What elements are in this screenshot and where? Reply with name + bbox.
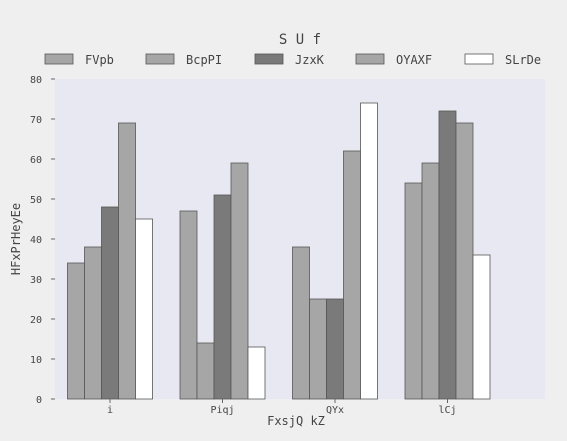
bar-JzxK-QYx xyxy=(326,298,344,400)
bar-FVpb-lCj xyxy=(404,182,423,400)
bar-OYAXF-lCj xyxy=(455,122,474,400)
bar-BcpPI-QYx xyxy=(309,298,327,400)
legend-swatch xyxy=(145,53,175,65)
bar-OYAXF-i xyxy=(118,122,136,400)
legend-swatch xyxy=(254,53,284,65)
legend-swatch xyxy=(355,53,385,65)
bar-SLrDe-QYx xyxy=(360,102,378,400)
y-tick-label: 50 xyxy=(30,195,42,206)
x-axis-label: FxsjQ kZ xyxy=(267,414,325,428)
y-tick-label: 60 xyxy=(30,155,42,166)
y-tick-label: 30 xyxy=(30,275,42,286)
chart-title: S U f xyxy=(279,32,321,48)
legend-swatch xyxy=(464,53,494,65)
x-tick-label: Piqj xyxy=(210,405,234,416)
bar-JzxK-lCj xyxy=(438,110,457,400)
bar-SLrDe-lCj xyxy=(472,254,491,400)
legend: FVpb BcpPI JzxK OYAXF SLrDe xyxy=(44,53,541,67)
x-tick-label: i xyxy=(107,405,113,416)
legend-label: SLrDe xyxy=(505,53,541,67)
bar-BcpPI-i xyxy=(84,246,102,400)
y-tick-label: 80 xyxy=(30,75,42,86)
legend-swatch xyxy=(44,53,74,65)
y-tick-label: 10 xyxy=(30,355,42,366)
bar-FVpb-i xyxy=(67,262,85,400)
bar-SLrDe-i xyxy=(135,218,153,400)
bar-SLrDe-Piqj xyxy=(247,346,266,400)
bar-FVpb-QYx xyxy=(292,246,310,400)
legend-label: JzxK xyxy=(295,53,325,67)
x-tick-label: QYx xyxy=(326,405,344,416)
y-axis: 0 10 20 30 40 50 60 70 80 xyxy=(30,75,55,406)
legend-label: FVpb xyxy=(85,53,114,67)
bar-JzxK-i xyxy=(101,206,119,400)
x-tick-label: lCj xyxy=(438,405,456,416)
y-tick-label: 0 xyxy=(36,395,42,406)
bar-BcpPI-Piqj xyxy=(196,342,215,400)
bar-JzxK-Piqj xyxy=(213,194,232,400)
y-tick-label: 40 xyxy=(30,235,42,246)
bar-OYAXF-Piqj xyxy=(230,162,249,400)
bar-BcpPI-lCj xyxy=(421,162,440,400)
bars xyxy=(67,102,491,400)
y-tick-label: 20 xyxy=(30,315,42,326)
bar-FVpb-Piqj xyxy=(179,210,198,400)
legend-label: BcpPI xyxy=(186,53,222,67)
y-axis-label: HFxPrHeyEe xyxy=(9,203,23,275)
bar-OYAXF-QYx xyxy=(343,150,361,400)
x-axis: i Piqj QYx lCj xyxy=(107,399,457,416)
y-tick-label: 70 xyxy=(30,115,42,126)
legend-label: OYAXF xyxy=(396,53,432,67)
